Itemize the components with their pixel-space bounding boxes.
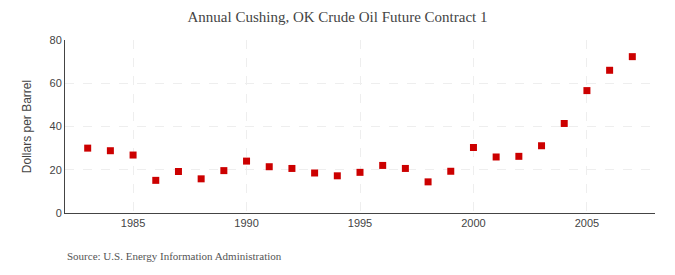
svg-text:80: 80 (50, 34, 62, 46)
svg-text:40: 40 (50, 120, 62, 132)
svg-text:0: 0 (56, 207, 62, 219)
svg-text:1985: 1985 (121, 217, 145, 229)
svg-text:2005: 2005 (575, 217, 599, 229)
svg-text:1990: 1990 (234, 217, 258, 229)
svg-text:Source: U.S. Energy Informatio: Source: U.S. Energy Information Administ… (67, 250, 282, 262)
svg-text:60: 60 (50, 77, 62, 89)
svg-text:20: 20 (50, 164, 62, 176)
svg-text:2000: 2000 (461, 217, 485, 229)
svg-text:Dollars per Barrel: Dollars per Barrel (20, 80, 34, 173)
svg-text:1995: 1995 (348, 217, 372, 229)
svg-text:Annual Cushing, OK Crude Oil F: Annual Cushing, OK Crude Oil Future Cont… (188, 9, 488, 25)
